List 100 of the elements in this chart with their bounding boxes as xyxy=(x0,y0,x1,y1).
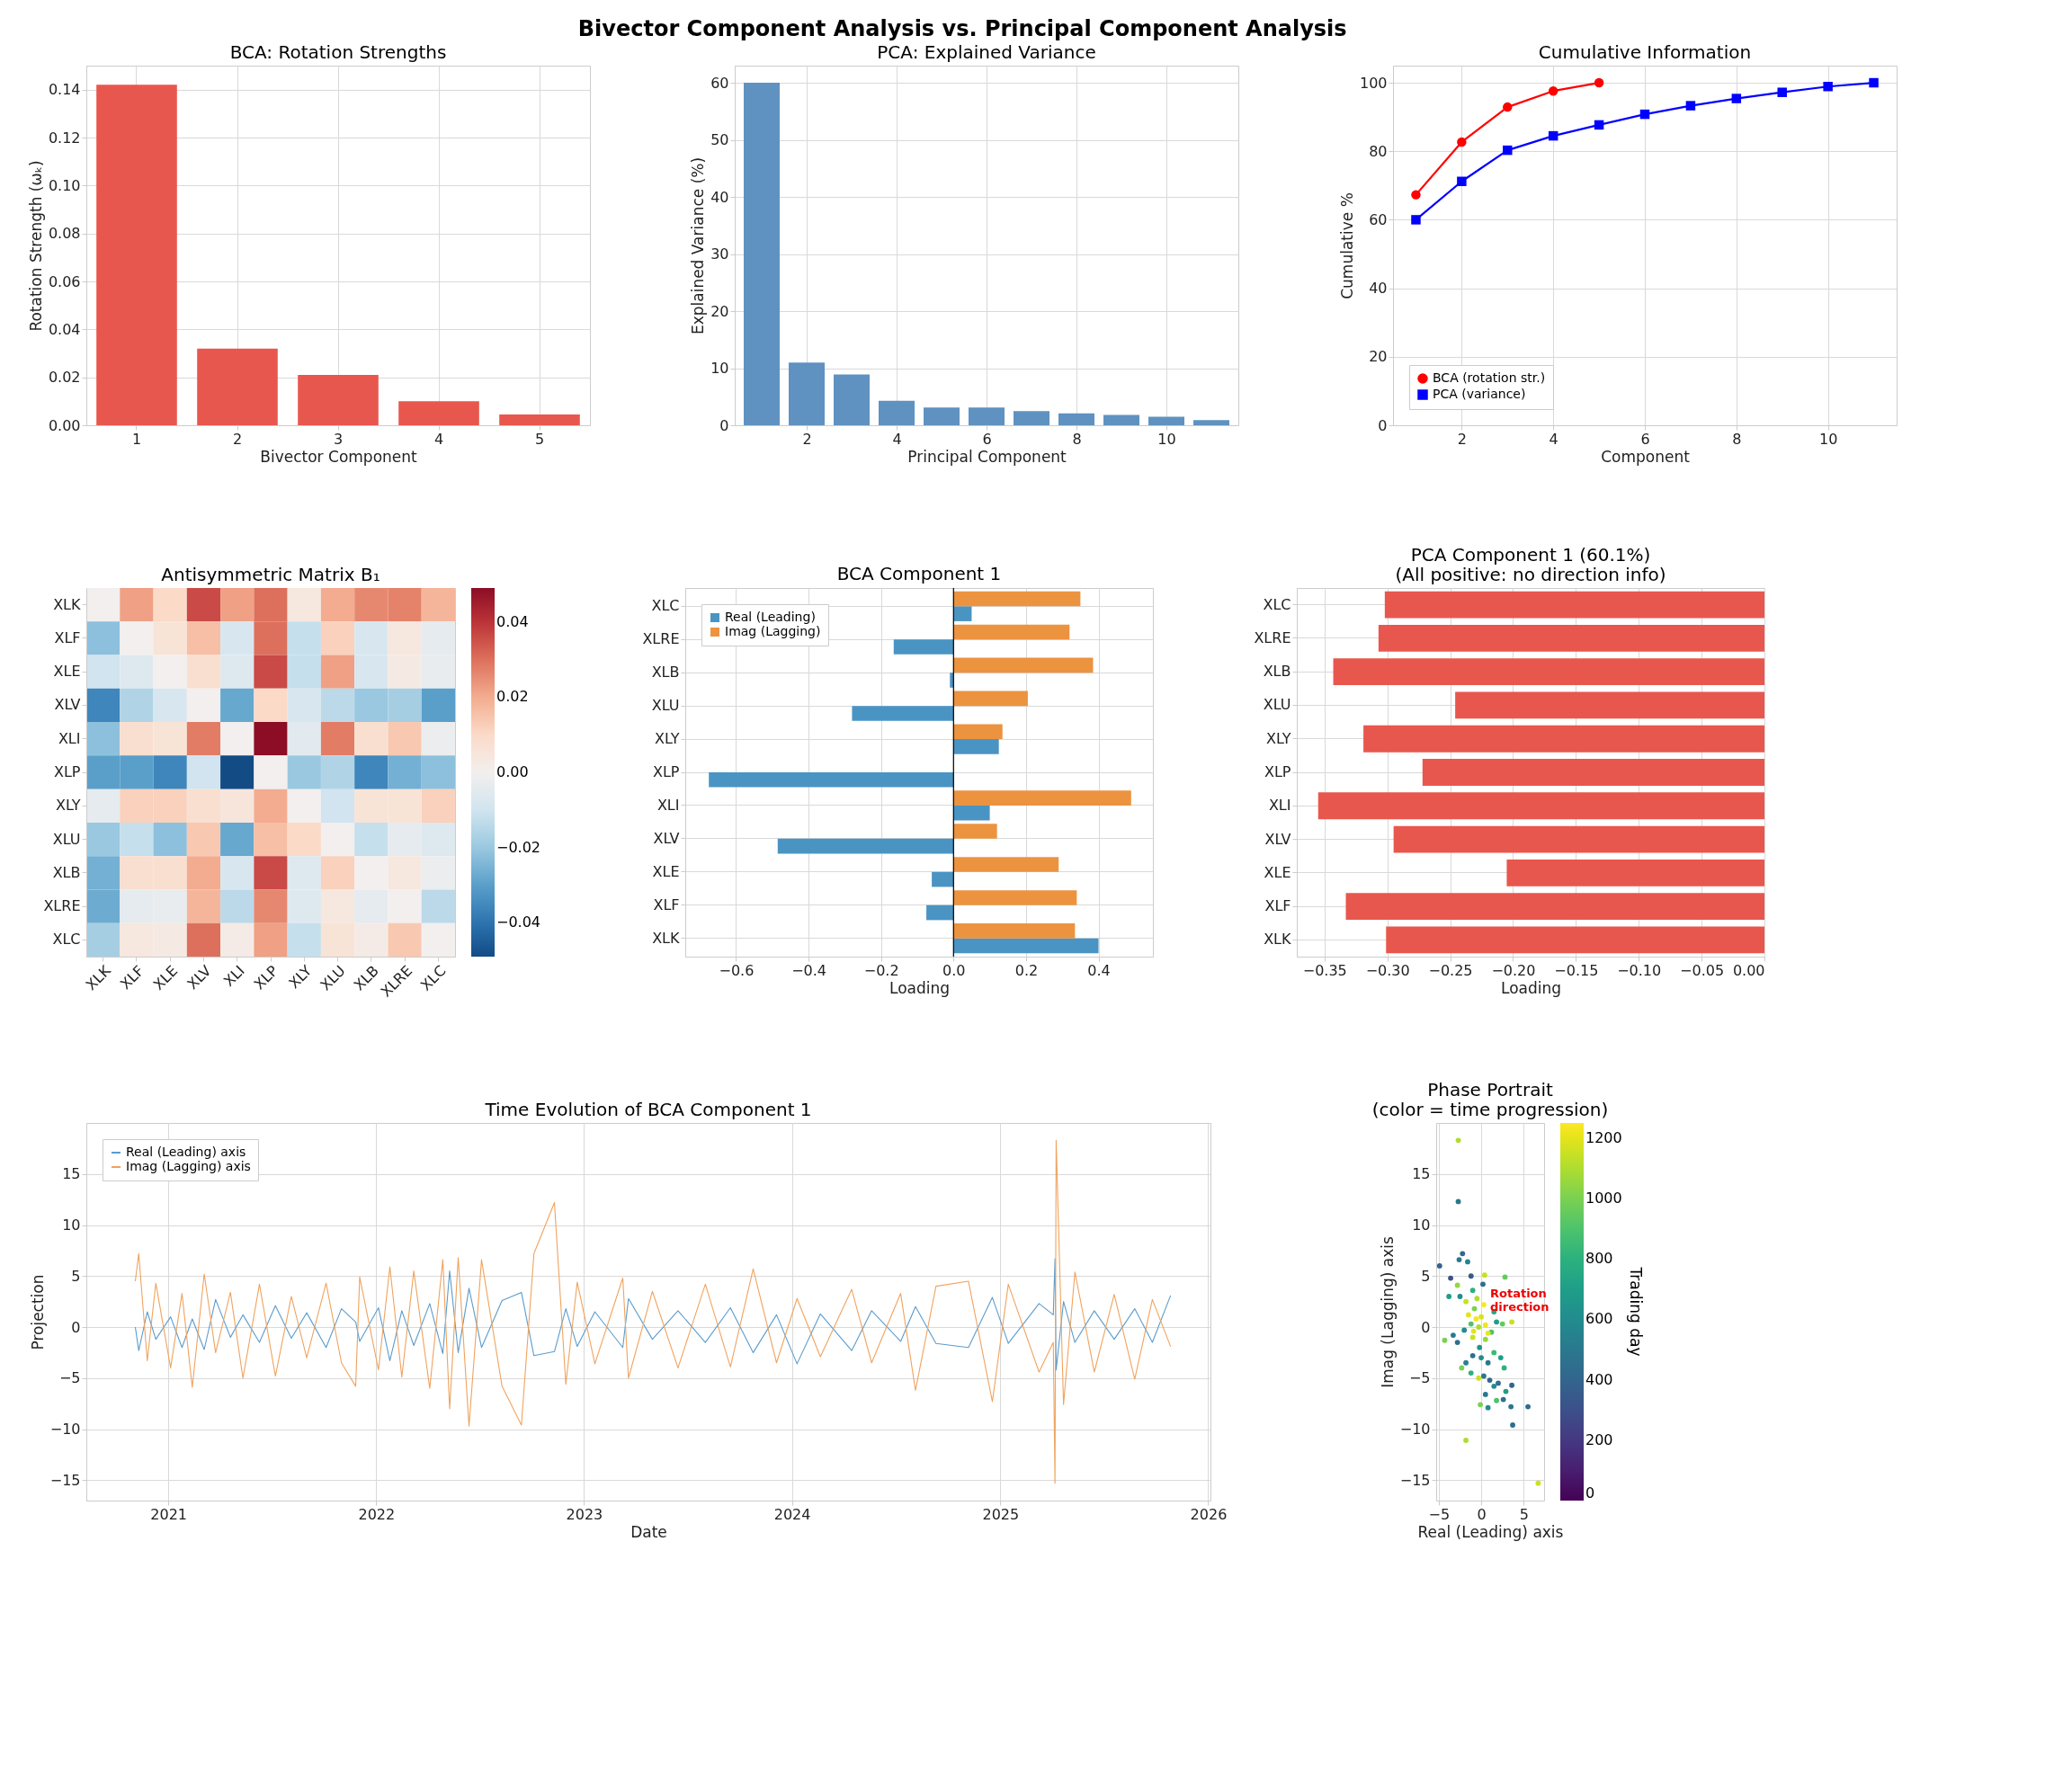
bar xyxy=(1058,413,1094,425)
x-tick-label: 2022 xyxy=(358,1505,396,1523)
chart-title: BCA Component 1 xyxy=(836,563,1002,585)
y-tick-label: XLE xyxy=(53,663,81,681)
point xyxy=(1594,120,1604,130)
chart-title: Time Evolution of BCA Component 1 xyxy=(484,1099,812,1120)
bar xyxy=(953,857,1059,872)
y-axis-title: Explained Variance (%) xyxy=(689,156,708,335)
bar xyxy=(499,414,580,425)
y-axis-title: Cumulative % xyxy=(1337,192,1356,299)
y-tick-label: XLK xyxy=(53,595,81,613)
x-tick-label: −0.4 xyxy=(791,961,826,979)
bar xyxy=(953,805,990,821)
x-axis-title: Bivector Component xyxy=(260,447,418,466)
legend-label: PCA (variance) xyxy=(1433,387,1526,401)
x-tick-label: 10 xyxy=(1818,430,1838,448)
point xyxy=(1685,101,1696,111)
x-tick-label: 5 xyxy=(1519,1505,1529,1523)
y-tick-label: XLB xyxy=(1263,663,1291,681)
y-tick-label: XLRE xyxy=(1254,628,1291,646)
y-tick-label: XLP xyxy=(1264,763,1291,780)
y-tick-label: XLK xyxy=(1264,931,1291,949)
bar xyxy=(197,348,278,425)
x-tick-label: 0.2 xyxy=(1014,961,1039,979)
y-tick-label: XLF xyxy=(653,895,680,913)
bar xyxy=(834,374,870,425)
y-tick-label: −5 xyxy=(1408,1369,1431,1387)
color-bar-label: 0.02 xyxy=(496,688,529,706)
y-tick-label: XLB xyxy=(651,664,680,682)
x-tick-label: XLP xyxy=(250,961,282,993)
y-tick-label: 0.08 xyxy=(48,225,81,243)
y-tick-label: 0.14 xyxy=(48,81,81,99)
y-tick-label: 0.12 xyxy=(48,129,81,147)
bar xyxy=(953,923,1076,939)
y-tick-label: XLV xyxy=(54,696,81,714)
chart-title: PCA Component 1 (60.1%) (All positive: no direction info) xyxy=(1395,544,1666,585)
x-tick-label: 4 xyxy=(892,430,902,448)
x-tick-label: 0.0 xyxy=(942,961,966,979)
x-tick-label: 8 xyxy=(1072,430,1082,448)
x-axis-title: Loading xyxy=(889,978,951,997)
y-tick-label: XLI xyxy=(1268,797,1291,815)
y-tick-label: XLU xyxy=(52,830,81,848)
chart-title: BCA: Rotation Strengths xyxy=(229,41,447,63)
chart-title: Phase Portrait (color = time progression) xyxy=(1371,1079,1609,1120)
y-tick-label: 50 xyxy=(710,131,729,149)
bar xyxy=(953,691,1028,707)
y-tick-label: XLV xyxy=(1264,830,1291,848)
y-tick-label: XLF xyxy=(1264,897,1291,915)
chart-title: PCA: Explained Variance xyxy=(877,41,1096,63)
bar xyxy=(789,362,825,425)
x-tick-label: −0.25 xyxy=(1428,961,1473,979)
x-tick-label: 4 xyxy=(1549,430,1558,448)
color-bar-label: 0.00 xyxy=(496,763,529,780)
y-tick-label: XLF xyxy=(54,628,81,646)
x-axis-title: Loading xyxy=(1500,978,1562,997)
x-tick-label: 0.00 xyxy=(1732,961,1765,979)
y-tick-label: 0.04 xyxy=(48,320,81,338)
y-tick-label: 40 xyxy=(710,188,729,206)
bar xyxy=(950,673,954,688)
y-tick-label: XLP xyxy=(53,763,81,780)
color-bar-label: 800 xyxy=(1585,1250,1613,1268)
x-tick-label: 2024 xyxy=(773,1505,811,1523)
y-tick-label: XLRE xyxy=(43,897,81,915)
point xyxy=(1594,77,1604,88)
y-tick-label: 15 xyxy=(1412,1165,1431,1183)
y-tick-label: −10 xyxy=(1399,1421,1431,1439)
bar xyxy=(926,904,954,921)
y-tick-label: 20 xyxy=(1369,348,1388,366)
y-tick-label: XLY xyxy=(1265,729,1291,747)
bar xyxy=(777,838,954,854)
y-tick-label: 60 xyxy=(1369,210,1388,228)
bar xyxy=(969,407,1005,425)
x-tick-label: 6 xyxy=(1640,430,1650,448)
bar xyxy=(924,407,960,425)
bar xyxy=(893,639,954,655)
y-tick-label: XLI xyxy=(656,796,680,814)
y-tick-label: XLY xyxy=(55,797,81,815)
y-tick-label: XLY xyxy=(654,730,680,748)
x-tick-label: 4 xyxy=(433,430,444,448)
x-axis-title: Component xyxy=(1601,447,1691,466)
y-tick-label: 0.10 xyxy=(48,176,81,194)
y-tick-label: 5 xyxy=(71,1267,81,1285)
line-series xyxy=(134,1258,1172,1371)
y-tick-label: 0 xyxy=(719,416,729,434)
color-bar-label: 0.04 xyxy=(496,612,529,630)
y-tick-label: 0 xyxy=(1378,416,1388,434)
x-tick-label: 3 xyxy=(333,430,344,448)
x-tick-label: 2023 xyxy=(566,1505,603,1523)
y-axis-title: Imag (Lagging) axis xyxy=(1378,1236,1397,1388)
point xyxy=(1457,137,1467,147)
bar xyxy=(298,375,379,425)
x-tick-label: 2025 xyxy=(982,1505,1020,1523)
bar xyxy=(852,706,954,721)
bar xyxy=(953,591,1081,607)
y-tick-label: XLI xyxy=(58,729,81,747)
x-tick-label: 1 xyxy=(131,430,142,448)
x-tick-label: 2021 xyxy=(150,1505,188,1523)
y-tick-label: −5 xyxy=(58,1369,81,1387)
y-tick-label: 80 xyxy=(1369,142,1388,160)
y-tick-label: XLC xyxy=(52,931,81,949)
